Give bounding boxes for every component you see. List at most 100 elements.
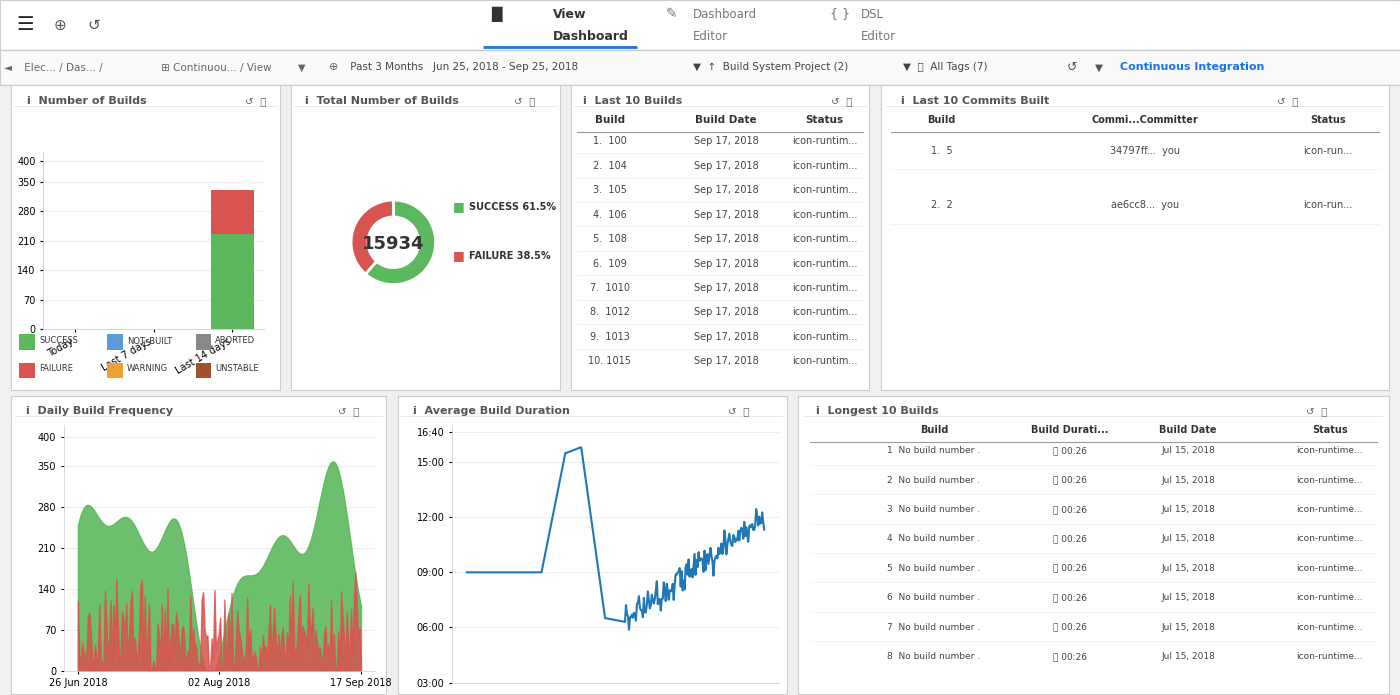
Text: Sep 17, 2018: Sep 17, 2018 xyxy=(694,234,759,244)
Text: Build Durati...: Build Durati... xyxy=(1030,425,1109,435)
Text: icon-runtim...: icon-runtim... xyxy=(792,332,857,342)
Text: ▼: ▼ xyxy=(1095,63,1103,72)
Bar xyxy=(210,190,253,234)
Text: ▼: ▼ xyxy=(298,63,305,72)
Text: 2.  104: 2. 104 xyxy=(594,161,627,171)
Text: 3  No build number .: 3 No build number . xyxy=(888,505,980,514)
Text: Jul 15, 2018: Jul 15, 2018 xyxy=(1161,652,1215,661)
Text: 2.  2: 2. 2 xyxy=(931,200,952,211)
Text: ↺  ⤢: ↺ ⤢ xyxy=(728,406,750,416)
Bar xyxy=(20,363,35,378)
Text: Jul 15, 2018: Jul 15, 2018 xyxy=(1161,475,1215,484)
Wedge shape xyxy=(365,200,435,284)
Text: i  Number of Builds: i Number of Builds xyxy=(28,96,147,106)
Text: icon-runtime...: icon-runtime... xyxy=(1296,652,1364,661)
Text: Past 3 Months   Jun 25, 2018 - Sep 25, 2018: Past 3 Months Jun 25, 2018 - Sep 25, 201… xyxy=(347,63,578,72)
Text: 6  No build number .: 6 No build number . xyxy=(888,593,980,602)
Text: ⏱ 00:26: ⏱ 00:26 xyxy=(1053,505,1086,514)
Text: icon-run...: icon-run... xyxy=(1303,145,1352,156)
Text: Jul 15, 2018: Jul 15, 2018 xyxy=(1161,623,1215,632)
Text: i  Total Number of Builds: i Total Number of Builds xyxy=(305,96,459,106)
Text: ⊕: ⊕ xyxy=(329,63,339,72)
Wedge shape xyxy=(351,200,393,274)
Text: 9.  1013: 9. 1013 xyxy=(589,332,630,342)
Text: Jul 15, 2018: Jul 15, 2018 xyxy=(1161,505,1215,514)
Text: icon-run...: icon-run... xyxy=(1303,200,1352,211)
Text: FAILURE 38.5%: FAILURE 38.5% xyxy=(469,251,550,261)
Text: Dashboard: Dashboard xyxy=(553,29,629,42)
Text: 15934: 15934 xyxy=(363,236,424,254)
Text: Sep 17, 2018: Sep 17, 2018 xyxy=(694,136,759,147)
Text: 2  No build number .: 2 No build number . xyxy=(888,475,980,484)
Text: 1.  100: 1. 100 xyxy=(594,136,627,147)
Text: 5.  108: 5. 108 xyxy=(594,234,627,244)
Text: Sep 17, 2018: Sep 17, 2018 xyxy=(694,357,759,366)
Text: ⏱ 00:26: ⏱ 00:26 xyxy=(1053,652,1086,661)
Text: ↺  ⤢: ↺ ⤢ xyxy=(1277,96,1298,106)
Text: icon-runtime...: icon-runtime... xyxy=(1296,505,1364,514)
Text: icon-runtim...: icon-runtim... xyxy=(792,357,857,366)
Text: Status: Status xyxy=(805,115,844,125)
Text: icon-runtime...: icon-runtime... xyxy=(1296,534,1364,543)
Text: FAILURE: FAILURE xyxy=(39,364,73,373)
Text: Sep 17, 2018: Sep 17, 2018 xyxy=(694,210,759,220)
Text: Commi...Committer: Commi...Committer xyxy=(1092,115,1198,125)
Text: 5  No build number .: 5 No build number . xyxy=(888,564,980,573)
Text: ↺  ⤢: ↺ ⤢ xyxy=(337,406,360,416)
Text: icon-runtime...: icon-runtime... xyxy=(1296,475,1364,484)
Text: Jul 15, 2018: Jul 15, 2018 xyxy=(1161,593,1215,602)
Text: icon-runtime...: icon-runtime... xyxy=(1296,446,1364,455)
Bar xyxy=(196,363,211,378)
Text: Status: Status xyxy=(1310,115,1345,125)
Bar xyxy=(108,363,123,378)
Text: icon-runtime...: icon-runtime... xyxy=(1296,564,1364,573)
Text: Sep 17, 2018: Sep 17, 2018 xyxy=(694,332,759,342)
Text: Build: Build xyxy=(920,425,948,435)
Text: ABORTED: ABORTED xyxy=(216,336,255,345)
Text: Sep 17, 2018: Sep 17, 2018 xyxy=(694,259,759,268)
Text: 6.  109: 6. 109 xyxy=(594,259,627,268)
Text: Elec... / Das... /: Elec... / Das... / xyxy=(21,63,106,72)
Text: UNSTABLE: UNSTABLE xyxy=(216,364,259,373)
Text: icon-runtim...: icon-runtim... xyxy=(792,307,857,318)
Text: i  Last 10 Builds: i Last 10 Builds xyxy=(584,96,682,106)
Text: i  Daily Build Frequency: i Daily Build Frequency xyxy=(27,406,174,416)
Text: Build Date: Build Date xyxy=(696,115,757,125)
Text: DSL: DSL xyxy=(861,8,883,20)
Bar xyxy=(20,334,35,350)
Text: icon-runtim...: icon-runtim... xyxy=(792,259,857,268)
Text: NOT_BUILT: NOT_BUILT xyxy=(127,336,172,345)
Text: ↺  ⤢: ↺ ⤢ xyxy=(245,96,266,106)
Text: 7  No build number .: 7 No build number . xyxy=(888,623,980,632)
Text: ⊕: ⊕ xyxy=(53,17,67,33)
Text: Jul 15, 2018: Jul 15, 2018 xyxy=(1161,564,1215,573)
Text: 8.  1012: 8. 1012 xyxy=(589,307,630,318)
Text: ae6cc8...  you: ae6cc8... you xyxy=(1110,200,1179,211)
Text: Jul 15, 2018: Jul 15, 2018 xyxy=(1161,446,1215,455)
Text: ⏱ 00:26: ⏱ 00:26 xyxy=(1053,623,1086,632)
Text: View: View xyxy=(553,8,587,20)
Bar xyxy=(210,234,253,329)
Text: ☰: ☰ xyxy=(17,15,34,35)
Text: ↺  ⤢: ↺ ⤢ xyxy=(1306,406,1327,416)
Text: { }: { } xyxy=(830,8,850,20)
Text: 34797ff...  you: 34797ff... you xyxy=(1110,145,1180,156)
Text: 3.  105: 3. 105 xyxy=(594,186,627,195)
Text: ⏱ 00:26: ⏱ 00:26 xyxy=(1053,446,1086,455)
Text: icon-runtim...: icon-runtim... xyxy=(792,186,857,195)
Text: ⏱ 00:26: ⏱ 00:26 xyxy=(1053,534,1086,543)
Text: ▼  ⬥  All Tags (7): ▼ ⬥ All Tags (7) xyxy=(903,63,987,72)
Text: WARNING: WARNING xyxy=(127,364,168,373)
Text: SUCCESS: SUCCESS xyxy=(39,336,78,345)
Text: icon-runtime...: icon-runtime... xyxy=(1296,623,1364,632)
Text: i  Average Build Duration: i Average Build Duration xyxy=(413,406,570,416)
Text: ✎: ✎ xyxy=(666,7,678,21)
Text: Status: Status xyxy=(1312,425,1348,435)
Text: icon-runtim...: icon-runtim... xyxy=(792,136,857,147)
Text: ■: ■ xyxy=(452,250,465,262)
Text: Sep 17, 2018: Sep 17, 2018 xyxy=(694,283,759,293)
Text: 1  No build number .: 1 No build number . xyxy=(888,446,980,455)
Bar xyxy=(108,334,123,350)
Text: icon-runtim...: icon-runtim... xyxy=(792,234,857,244)
Text: Dashboard: Dashboard xyxy=(693,8,757,20)
